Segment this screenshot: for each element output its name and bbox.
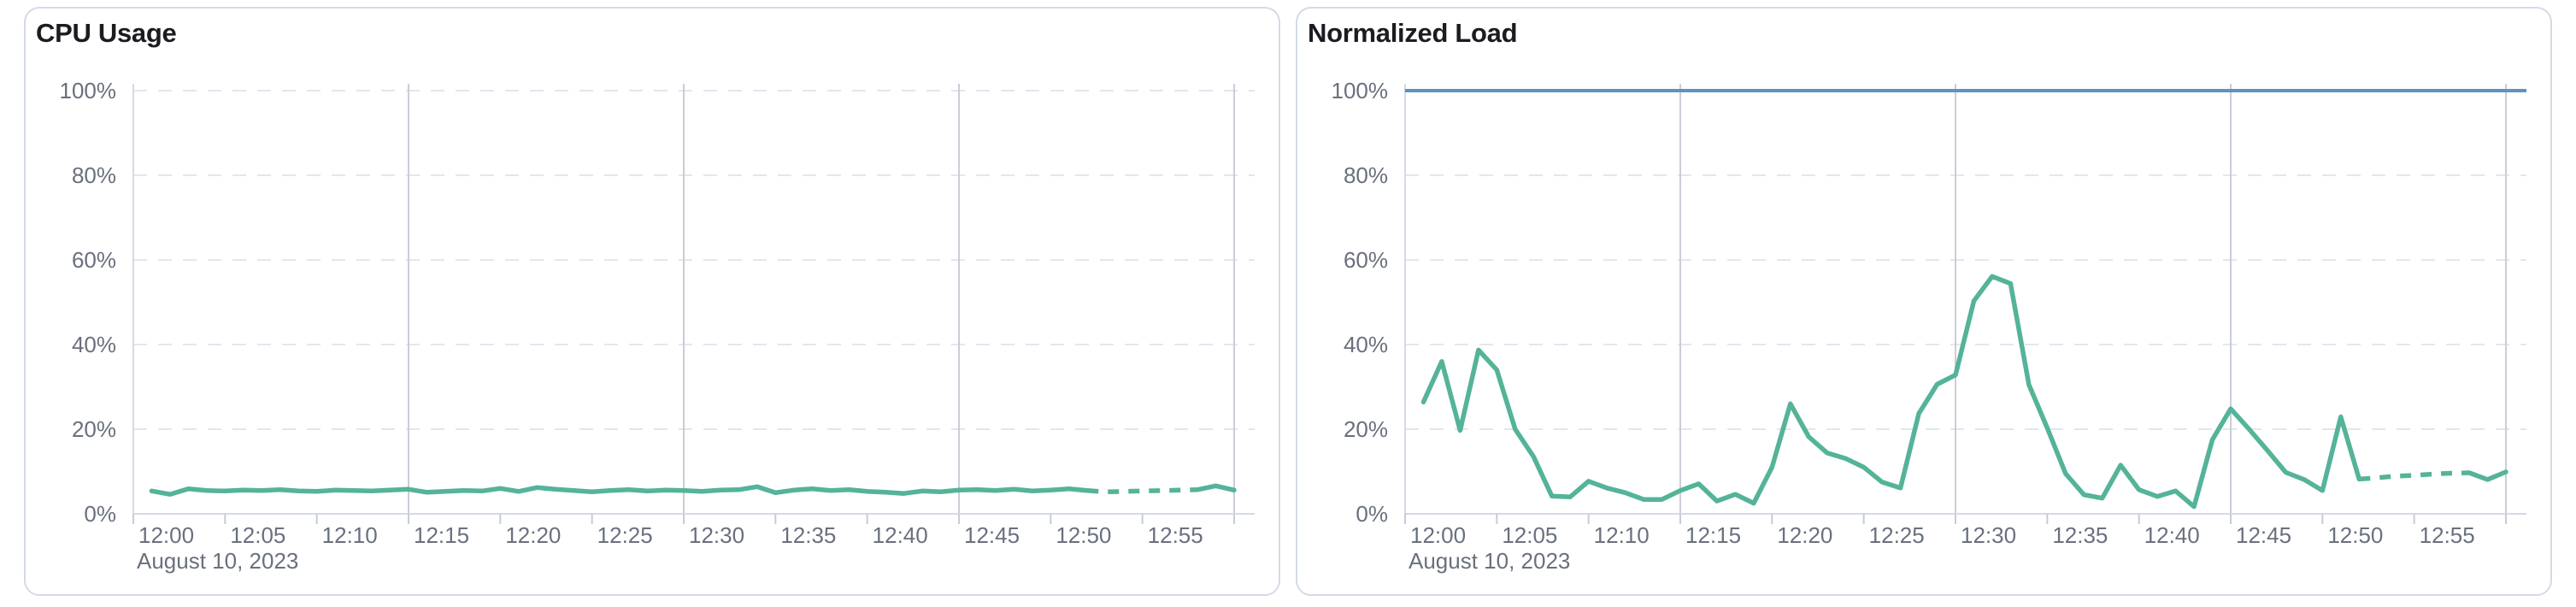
x-axis-tick-label: 12:00 (1410, 522, 1467, 548)
normalized-load-panel: Normalized Load 0% 20% 40% 60% 80% 100% 12:00 1… (1296, 7, 2552, 596)
x-axis-date-label: August 10, 2023 (1409, 548, 1571, 574)
cpu-usage-line-solid (149, 484, 1091, 497)
y-axis-tick-label: 0% (1356, 501, 1388, 527)
y-axis-tick-label: 40% (71, 332, 116, 357)
x-axis-tick-label: 12:00 (138, 522, 195, 548)
normalized-load-line-solid (1420, 274, 2362, 510)
y-axis-tick-label: 100% (1331, 78, 1389, 103)
x-axis-tick-label: 12:10 (1593, 522, 1650, 548)
x-axis-tick-label: 12:15 (414, 522, 470, 548)
x-axis-tick-label: 12:55 (2419, 522, 2475, 548)
x-axis-tick-label: 12:15 (1685, 522, 1742, 548)
y-axis-tick-label: 60% (71, 247, 116, 273)
x-axis-tick-label: 12:45 (2236, 522, 2292, 548)
cpu-usage-line-solid-end (1195, 483, 1237, 493)
x-axis-tick-label: 12:35 (780, 522, 837, 548)
y-axis-tick-label: 0% (84, 501, 116, 527)
chart-title: Normalized Load (1308, 18, 1518, 48)
x-axis-tick-label: 12:05 (1502, 522, 1558, 548)
chart-title: CPU Usage (36, 18, 177, 48)
y-axis-tick-label: 20% (71, 416, 116, 442)
x-axis-date-label: August 10, 2023 (137, 548, 299, 574)
y-axis-tick-label: 80% (71, 162, 116, 188)
x-axis-tick-label: 12:35 (2052, 522, 2108, 548)
x-axis-tick-label: 12:05 (230, 522, 286, 548)
y-axis-tick-label: 100% (59, 78, 117, 103)
x-axis-tick-label: 12:25 (1868, 522, 1925, 548)
x-axis-tick-label: 12:55 (1147, 522, 1203, 548)
x-axis-tick-label: 12:50 (1056, 522, 1112, 548)
x-axis-tick-label: 12:30 (689, 522, 745, 548)
y-axis-tick-label: 20% (1343, 416, 1388, 442)
cpu-usage-chart[interactable] (26, 9, 1280, 596)
normalized-load-line-solid-end (2467, 469, 2508, 482)
cpu-usage-line-dashed (1087, 487, 1198, 495)
x-axis-tick-label: 12:45 (964, 522, 1020, 548)
x-axis-tick-label: 12:40 (872, 522, 928, 548)
x-axis-tick-label: 12:10 (321, 522, 378, 548)
x-axis-tick-label: 12:25 (597, 522, 653, 548)
x-axis-tick-label: 12:30 (1961, 522, 2017, 548)
y-axis-tick-label: 60% (1343, 247, 1388, 273)
y-axis-tick-label: 40% (1343, 332, 1388, 357)
x-axis-tick-label: 12:20 (1777, 522, 1833, 548)
normalized-load-line-dashed (2359, 470, 2470, 482)
x-axis-tick-label: 12:20 (505, 522, 562, 548)
x-axis-tick-label: 12:40 (2144, 522, 2200, 548)
x-axis-tick-label: 12:50 (2327, 522, 2384, 548)
cpu-usage-panel: CPU Usage 0% 20% 40% 60% 80% 100% 12:00 12:05 12… (24, 7, 1280, 596)
normalized-load-chart[interactable] (1297, 9, 2552, 596)
y-axis-tick-label: 80% (1343, 162, 1388, 188)
